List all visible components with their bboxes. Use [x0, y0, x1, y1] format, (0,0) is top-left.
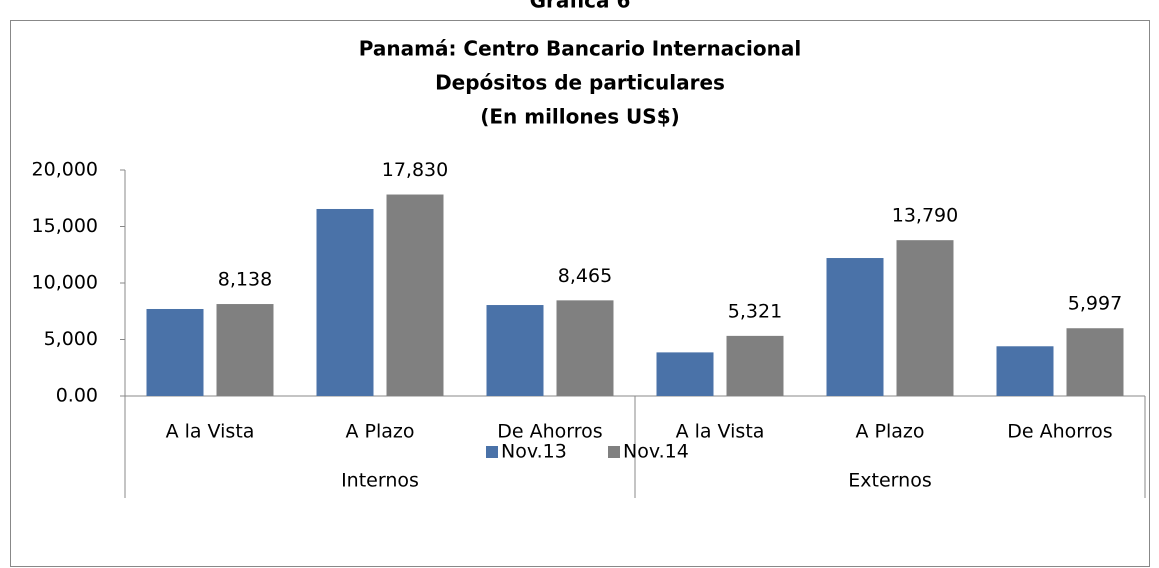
data-label: 5,997 [1068, 293, 1122, 315]
bar [386, 194, 444, 396]
y-tick-label: 0.00 [56, 385, 98, 407]
bar [316, 208, 374, 396]
bar [146, 308, 204, 396]
x-tick-label: A Plazo [855, 421, 924, 443]
bar [1066, 328, 1124, 396]
x-tick-label: A la Vista [166, 421, 255, 443]
bar [996, 346, 1054, 396]
chart-title: Depósitos de particulares [435, 71, 725, 95]
legend-label: Nov.13 [501, 441, 567, 463]
y-tick-label: 5,000 [44, 328, 98, 350]
y-tick-label: 20,000 [32, 159, 98, 181]
figure-label: Gráfica 6 [530, 0, 631, 13]
x-tick-label: A Plazo [345, 421, 414, 443]
data-label: 5,321 [728, 300, 782, 322]
bar [556, 300, 614, 396]
chart-title: (En millones US$) [480, 105, 680, 129]
x-tick-label: De Ahorros [1007, 421, 1112, 443]
bar [216, 304, 274, 396]
group-label: Internos [341, 470, 419, 492]
group-label: Externos [848, 470, 931, 492]
data-label: 17,830 [382, 159, 448, 181]
bar [656, 352, 714, 396]
y-tick-label: 15,000 [32, 215, 98, 237]
bar [896, 240, 954, 396]
chart-title: Panamá: Centro Bancario Internacional [359, 37, 801, 61]
legend-swatch [486, 446, 498, 458]
chart-frame [10, 20, 1150, 567]
legend-swatch [608, 446, 620, 458]
data-label: 13,790 [892, 205, 958, 227]
x-tick-label: De Ahorros [497, 421, 602, 443]
data-label: 8,138 [218, 269, 272, 291]
x-tick-label: A la Vista [676, 421, 765, 443]
y-tick-label: 10,000 [32, 272, 98, 294]
data-label: 8,465 [558, 265, 612, 287]
bar [826, 258, 884, 396]
bar [726, 335, 784, 396]
legend-label: Nov.14 [623, 441, 689, 463]
bar [486, 305, 544, 396]
